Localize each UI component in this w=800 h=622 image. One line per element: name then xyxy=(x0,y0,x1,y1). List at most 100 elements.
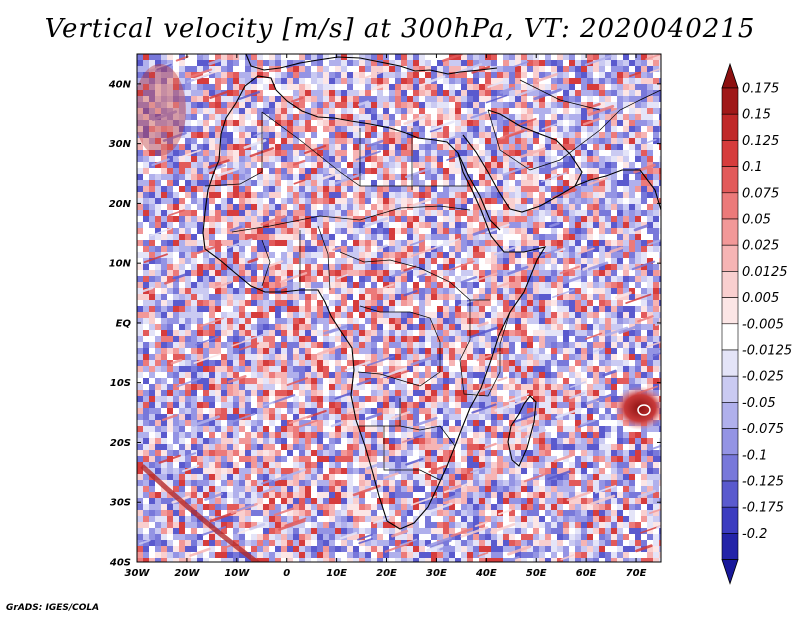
field-cell xyxy=(377,72,384,79)
field-cell xyxy=(209,306,216,313)
field-cell xyxy=(647,192,654,199)
field-cell xyxy=(617,366,624,373)
field-cell xyxy=(539,354,546,361)
field-cell xyxy=(425,306,432,313)
field-cell xyxy=(455,336,462,343)
field-cell xyxy=(179,354,186,361)
field-cell xyxy=(581,114,588,121)
field-cell xyxy=(233,156,240,163)
field-cell xyxy=(617,102,624,109)
field-cell xyxy=(581,264,588,271)
field-cell xyxy=(611,84,618,91)
field-cell xyxy=(239,282,246,289)
map-title: Vertical velocity [m/s] at 300hPa, VT: 2… xyxy=(44,14,756,44)
field-cell xyxy=(425,108,432,115)
field-cell xyxy=(557,264,564,271)
field-cell xyxy=(611,372,618,379)
field-cell xyxy=(407,312,414,319)
field-cell xyxy=(419,84,426,91)
field-cell xyxy=(341,348,348,355)
field-cell xyxy=(197,360,204,367)
field-cell xyxy=(545,132,552,139)
field-cell xyxy=(581,228,588,235)
field-cell xyxy=(191,354,198,361)
field-cell xyxy=(191,222,198,229)
field-cell xyxy=(185,252,192,259)
field-cell xyxy=(647,216,654,223)
field-cell xyxy=(347,108,354,115)
field-cell xyxy=(659,120,661,127)
field-cell xyxy=(263,234,270,241)
field-cell xyxy=(485,294,492,301)
field-cell xyxy=(623,342,630,349)
field-cell xyxy=(635,150,642,157)
field-cell xyxy=(341,336,348,343)
field-cell xyxy=(491,132,498,139)
field-cell xyxy=(149,390,156,397)
field-cell xyxy=(305,210,312,217)
field-cell xyxy=(311,78,318,85)
field-cell xyxy=(287,174,294,181)
field-cell xyxy=(293,108,300,115)
field-cell xyxy=(401,324,408,331)
field-cell xyxy=(239,252,246,259)
field-cell xyxy=(275,330,282,337)
field-cell xyxy=(587,192,594,199)
field-cell xyxy=(617,336,624,343)
field-cell xyxy=(185,300,192,307)
field-cell xyxy=(407,246,414,253)
field-cell xyxy=(473,378,480,385)
field-cell xyxy=(599,144,606,151)
field-cell xyxy=(431,156,438,163)
field-cell xyxy=(233,132,240,139)
field-cell xyxy=(623,174,630,181)
field-cell xyxy=(233,120,240,127)
field-cell xyxy=(461,252,468,259)
field-cell xyxy=(425,372,432,379)
field-cell xyxy=(155,96,162,103)
field-cell xyxy=(395,126,402,133)
field-cell xyxy=(215,342,222,349)
field-cell xyxy=(401,276,408,283)
field-cell xyxy=(641,312,648,319)
field-cell xyxy=(143,216,150,223)
field-cell xyxy=(359,318,366,325)
field-cell xyxy=(449,360,456,367)
field-cell xyxy=(389,252,396,259)
field-cell xyxy=(473,354,480,361)
field-cell xyxy=(533,336,540,343)
field-cell xyxy=(137,354,144,361)
field-cell xyxy=(185,390,192,397)
field-cell xyxy=(305,360,312,367)
field-cell xyxy=(269,198,276,205)
field-cell xyxy=(551,144,558,151)
field-cell xyxy=(197,348,204,355)
field-cell xyxy=(179,294,186,301)
field-cell xyxy=(323,84,330,91)
field-cell xyxy=(365,204,372,211)
field-cell xyxy=(443,162,450,169)
field-cell xyxy=(419,186,426,193)
field-cell xyxy=(335,378,342,385)
field-cell xyxy=(587,126,594,133)
field-cell xyxy=(191,114,198,121)
field-cell xyxy=(431,204,438,211)
field-cell xyxy=(305,156,312,163)
field-cell xyxy=(509,330,516,337)
field-cell xyxy=(635,222,642,229)
field-cell xyxy=(407,378,414,385)
field-cell xyxy=(215,54,222,61)
field-cell xyxy=(167,348,174,355)
field-cell xyxy=(425,330,432,337)
field-cell xyxy=(287,96,294,103)
field-cell xyxy=(305,324,312,331)
field-cell xyxy=(365,228,372,235)
field-cell xyxy=(359,66,366,73)
field-cell xyxy=(269,228,276,235)
field-cell xyxy=(641,144,648,151)
field-cell xyxy=(581,186,588,193)
field-cell xyxy=(509,72,516,79)
field-cell xyxy=(431,162,438,169)
field-cell xyxy=(227,384,234,391)
field-cell xyxy=(503,162,510,169)
